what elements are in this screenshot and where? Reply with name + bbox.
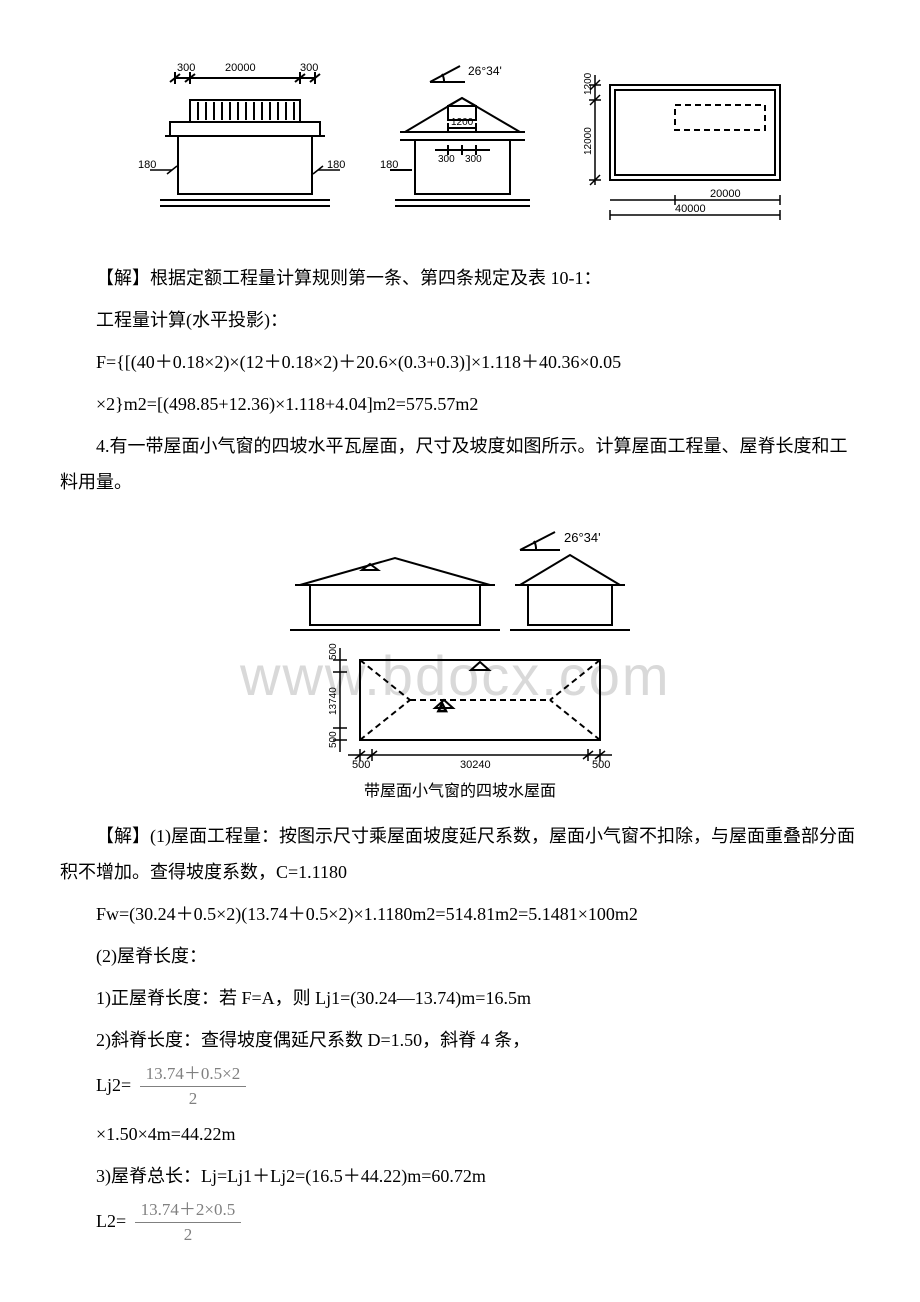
dim-500c: 500 [352,759,370,770]
dim-1200p: 1200 [583,72,594,95]
dim-180-g: 180 [380,159,398,171]
fig2-angle: 26°34' [564,530,601,545]
fig2-caption: 带屋面小气窗的四坡水屋面 [364,776,556,808]
dim-20000: 20000 [225,62,256,74]
formula-l2: L2= 13.74＋2×0.5 2 [96,1200,860,1246]
figure-1: 300 20000 300 [60,60,860,230]
fraction-1: 13.74＋0.5×2 2 [140,1064,247,1110]
para-lj2-cont: ×1.50×4m=44.22m [60,1116,860,1152]
frac2-num: 13.74＋2×0.5 [135,1200,242,1223]
para-formula-f1: F={[(40＋0.18×2)×(12＋0.18×2)＋20.6×(0.3+0.… [60,344,860,380]
dim-30240: 30240 [460,759,491,770]
para-ridge-heading: (2)屋脊长度： [60,938,860,974]
formula-lj2: Lj2= 13.74＋0.5×2 2 [96,1064,860,1110]
para-solution-intro: 【解】根据定额工程量计算规则第一条、第四条规定及表 10-1： [60,260,860,296]
lj2-prefix: Lj2= [96,1075,131,1095]
para-problem4: 4.有一带屋面小气窗的四坡水平瓦屋面，尺寸及坡度如图所示。计算屋面工程量、屋脊长… [60,428,860,500]
dim-12000p: 12000 [583,127,594,155]
dim-180b: 180 [327,159,345,171]
dim-500b: 500 [328,731,339,748]
dim-500a: 500 [328,643,339,660]
angle-label: 26°34' [468,64,502,78]
dim-300b: 300 [300,62,318,74]
dim-20000p: 20000 [710,188,741,200]
fig2-elevation-plan: 26°34' [270,520,650,770]
dim-300a: 300 [177,62,195,74]
para-ridge-2: 2)斜脊长度：查得坡度偶延尺系数 D=1.50，斜脊 4 条， [60,1022,860,1058]
fig1-plan: 1200 12000 20000 40000 [575,60,790,230]
para-calc-heading: 工程量计算(水平投影)： [60,302,860,338]
dim-500d: 500 [592,759,610,770]
dim-180a: 180 [138,159,156,171]
frac1-den: 2 [140,1087,247,1109]
fig1-elevation-left: 300 20000 300 [130,60,350,230]
dim-1200: 1200 [451,117,474,128]
para-fw: Fw=(30.24＋0.5×2)(13.74＋0.5×2)×1.1180m2=5… [60,896,860,932]
dim-13740: 13740 [328,687,339,715]
para-ridge-1: 1)正屋脊长度：若 F=A，则 Lj1=(30.24—13.74)m=16.5m [60,980,860,1016]
dim-300a-g: 300 [438,154,455,165]
para-ridge-total: 3)屋脊总长：Lj=Lj1＋Lj2=(16.5＋44.22)m=60.72m [60,1158,860,1194]
para-solution-1: 【解】(1)屋面工程量：按图示尺寸乘屋面坡度延尺系数，屋面小气窗不扣除，与屋面重… [60,818,860,890]
l2-prefix: L2= [96,1211,126,1231]
figure-2: 26°34' [60,520,860,808]
fraction-2: 13.74＋2×0.5 2 [135,1200,242,1246]
svg-text:△: △ [438,701,447,713]
fig1-elevation-gable: 26°34' [370,60,555,230]
dim-40000p: 40000 [675,203,706,215]
frac1-num: 13.74＋0.5×2 [140,1064,247,1087]
frac2-den: 2 [135,1223,242,1245]
dim-300b-g: 300 [465,154,482,165]
para-formula-f2: ×2}m2=[(498.85+12.36)×1.118+4.04]m2=575.… [60,386,860,422]
